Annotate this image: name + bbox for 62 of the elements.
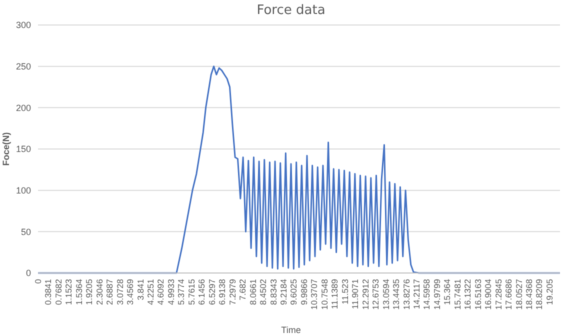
y-tick-label: 100 <box>16 185 31 196</box>
x-tick-label: 7.682 <box>238 278 248 300</box>
x-tick-label: 11.1389 <box>330 278 340 310</box>
x-tick-label: 0 <box>32 278 43 284</box>
x-tick-label: 9.6025 <box>288 278 299 305</box>
y-tick-label: 0 <box>26 268 31 278</box>
x-tick-label: 13.8276 <box>401 278 412 310</box>
y-tick-label: 250 <box>16 61 31 72</box>
x-tick-label: 8.0661 <box>248 278 258 305</box>
x-axis-title: Time <box>281 325 301 335</box>
y-tick-label: 50 <box>20 226 31 237</box>
x-tick-label: 12.2912 <box>360 278 370 310</box>
x-tick-label: 8.4502 <box>258 278 268 305</box>
x-tick-label: 11.523 <box>340 278 350 304</box>
x-tick-label: 12.6753 <box>370 278 381 310</box>
line-series <box>37 66 561 274</box>
x-tick-label: 0.3841 <box>43 278 54 305</box>
y-tick-label: 150 <box>16 144 31 154</box>
x-tick-label: 17.2845 <box>493 278 504 310</box>
x-tick-label: 18.8209 <box>534 278 544 310</box>
x-tick-label: 4.6092 <box>156 278 166 305</box>
x-tick-label: 5.7615 <box>186 278 196 305</box>
x-tick-label: 6.5297 <box>206 278 217 305</box>
x-tick-label: 8.8343 <box>268 278 278 305</box>
x-tick-label: 17.6686 <box>504 278 514 310</box>
x-tick-label: 3.4569 <box>125 278 136 305</box>
x-tick-label: 14.2117 <box>411 278 422 310</box>
x-tick-label: 9.2184 <box>278 278 288 305</box>
x-tick-label: 13.0594 <box>380 278 391 310</box>
x-tick-label: 10.3707 <box>309 278 320 310</box>
y-tick-label: 300 <box>16 20 31 30</box>
x-tick-label: 4.9933 <box>166 278 176 305</box>
x-tick-label: 16.9004 <box>483 278 494 310</box>
x-tick-label: 7.2979 <box>227 278 238 305</box>
x-tick-label: 13.4435 <box>391 278 402 310</box>
x-tick-label: 3.841 <box>135 278 146 300</box>
x-tick-label: 5.3774 <box>176 278 186 305</box>
x-tick-label: 18.4368 <box>524 278 534 310</box>
x-tick-label: 0.7682 <box>53 278 64 305</box>
x-tick-label: 11.9071 <box>350 278 360 310</box>
x-tick-label: 9.9866 <box>298 278 309 305</box>
x-tick-label: 1.1523 <box>64 278 74 305</box>
x-tick-label: 1.9205 <box>84 278 94 305</box>
chart-title: Force data <box>256 3 326 18</box>
x-tick-label: 2.6887 <box>104 278 115 305</box>
x-tick-label: 1.5364 <box>74 278 84 305</box>
x-tick-label: 6.9138 <box>217 278 228 305</box>
x-tick-label: 14.9799 <box>432 278 442 310</box>
x-tick-label: 6.1456 <box>196 278 207 305</box>
x-tick-label: 19.205 <box>544 278 554 305</box>
x-tick-label: 2.3046 <box>94 278 104 305</box>
x-tick-label: 3.0728 <box>114 278 125 305</box>
x-tick-label: 16.1322 <box>462 278 473 310</box>
x-tick-label: 14.5958 <box>422 278 432 310</box>
x-tick-label: 10.7548 <box>319 278 330 310</box>
x-tick-label: 15.364 <box>442 278 452 305</box>
x-tick-label: 4.2251 <box>146 278 156 305</box>
x-tick-label: 18.0527 <box>514 278 524 310</box>
y-axis-title: Foce(N) <box>1 132 11 166</box>
y-tick-label: 200 <box>16 102 31 113</box>
x-tick-label: 16.5163 <box>472 278 483 310</box>
x-tick-label: 15.7481 <box>452 278 462 310</box>
